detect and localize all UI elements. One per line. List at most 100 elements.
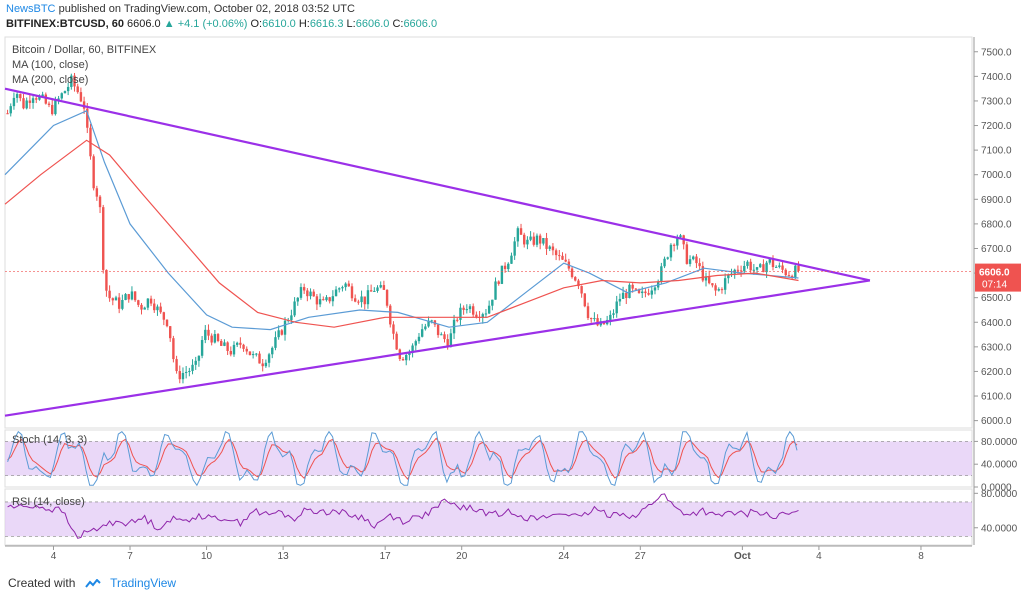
candle-up — [676, 237, 679, 246]
trendline-upper[interactable] — [4, 87, 871, 282]
candle-down — [92, 156, 95, 189]
candle-up — [38, 96, 41, 100]
candle-down — [538, 235, 542, 244]
candle-down — [328, 297, 331, 302]
candle-up — [264, 362, 268, 367]
candle-up — [424, 326, 427, 330]
candle-down — [644, 291, 647, 294]
candle-up — [507, 263, 510, 270]
ohlc-c-label: C: — [392, 18, 404, 30]
y-tick-label: 7200.0 — [981, 121, 1012, 132]
candle-up — [121, 299, 124, 309]
candle-up — [615, 301, 618, 314]
symbol-label: BITFINEX:BTCUSD, 60 — [6, 18, 124, 30]
candle-up — [200, 340, 204, 356]
candle-up — [188, 370, 191, 372]
candle-down — [258, 353, 261, 364]
candle-up — [414, 341, 417, 346]
stoch-legend[interactable]: Stoch (14, 3, 3) — [12, 434, 88, 446]
candle-up — [526, 239, 529, 245]
candle-up — [191, 364, 194, 371]
candle-up — [124, 294, 127, 300]
candle-down — [302, 287, 306, 291]
candle-down — [216, 334, 220, 341]
candle-down — [443, 334, 446, 340]
candle-down — [787, 275, 791, 277]
y-tick-label: 6400.0 — [981, 318, 1012, 329]
candle-up — [194, 360, 197, 365]
candle-up — [650, 290, 653, 295]
candle-up — [660, 266, 663, 282]
candle-down — [570, 268, 574, 278]
x-tick-label: 24 — [558, 551, 570, 562]
candle-up — [60, 93, 63, 99]
x-tick-label: 13 — [278, 551, 290, 562]
candle-up — [366, 290, 370, 305]
candle-down — [401, 359, 405, 361]
candle-up — [277, 330, 280, 338]
candle-up — [251, 354, 255, 356]
y-tick-label: 6700.0 — [981, 244, 1012, 255]
candle-up — [752, 269, 756, 271]
candle-down — [175, 359, 178, 372]
candle-down — [153, 303, 156, 311]
candle-up — [774, 266, 778, 268]
candle-up — [344, 283, 347, 288]
candle-down — [98, 196, 102, 208]
x-tick-label: 7 — [127, 551, 133, 562]
candle-down — [245, 348, 248, 352]
candle-up — [494, 281, 497, 300]
candle-up — [213, 334, 217, 343]
created-with-text: Created with — [8, 576, 76, 590]
ohlc-c: 6606.0 — [403, 18, 438, 30]
candle-up — [692, 256, 695, 260]
candle-up — [66, 86, 70, 92]
candle-down — [357, 301, 360, 303]
candle-down — [86, 108, 89, 128]
candle-down — [19, 94, 22, 99]
candle-up — [146, 298, 150, 308]
candle-up — [41, 94, 44, 97]
candle-up — [529, 236, 532, 240]
candle-up — [255, 353, 258, 355]
x-tick-label: 8 — [918, 551, 924, 562]
candle-up — [376, 287, 379, 291]
candle-up — [500, 265, 504, 284]
ma100-legend[interactable]: MA (100, close) — [12, 59, 89, 71]
candle-down — [6, 113, 9, 115]
candle-down — [239, 342, 242, 345]
x-tick-label: 4 — [51, 551, 57, 562]
candle-down — [471, 306, 475, 315]
candle-up — [653, 287, 657, 291]
rsi-legend[interactable]: RSI (14, close) — [12, 496, 85, 508]
candle-up — [430, 320, 433, 322]
candle-up — [723, 278, 727, 290]
candle-down — [739, 270, 743, 272]
candle-up — [593, 318, 596, 320]
publisher-name[interactable]: NewsBTC — [6, 3, 56, 15]
candle-up — [156, 306, 159, 311]
main-pane[interactable] — [4, 36, 973, 429]
candle-down — [280, 330, 284, 335]
y-tick-label: 6900.0 — [981, 195, 1012, 206]
trendline-lower[interactable] — [4, 279, 871, 417]
candle-down — [127, 294, 130, 300]
tradingview-brand[interactable]: TradingView — [110, 576, 177, 590]
candle-down — [625, 292, 628, 299]
candle-down — [220, 340, 223, 346]
candle-down — [165, 319, 169, 327]
candle-up — [296, 297, 299, 302]
candle-down — [95, 188, 99, 197]
candle-down — [44, 94, 48, 104]
ma200-legend[interactable]: MA (200, close) — [12, 74, 89, 86]
candle-up — [309, 291, 312, 297]
candle-up — [794, 265, 797, 278]
candle-up — [57, 98, 60, 100]
ohlc-o-label: O: — [250, 18, 263, 30]
candle-up — [360, 296, 363, 303]
candle-down — [82, 101, 86, 109]
candle-up — [516, 228, 520, 242]
candle-up — [54, 99, 57, 115]
candle-down — [169, 326, 172, 339]
